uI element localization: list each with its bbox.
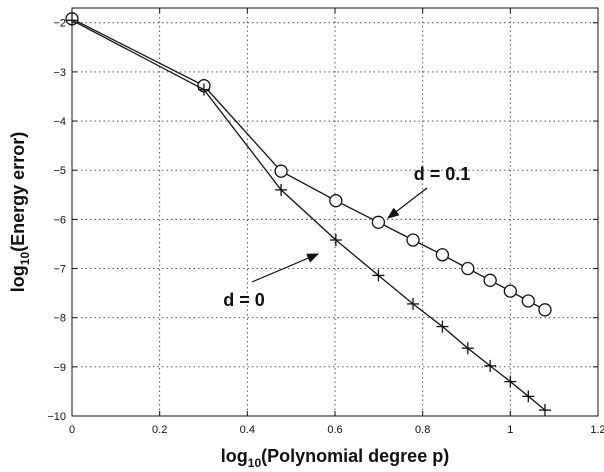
circle-marker — [521, 294, 535, 308]
plus-marker — [329, 234, 342, 247]
circle-marker — [461, 261, 475, 276]
y-tick-label: −5 — [53, 165, 66, 177]
series-line-1 — [71, 18, 546, 311]
circle-marker — [483, 273, 497, 287]
x-tick-label: 0.6 — [327, 424, 342, 436]
series-layer — [65, 12, 552, 417]
annotations: d = 0.1 d = 0 — [223, 164, 470, 310]
circle-marker — [538, 303, 552, 317]
series-line-2 — [71, 19, 546, 411]
x-axis-title-rest: (Polynomial degree p) — [261, 446, 449, 466]
plus-marker — [407, 297, 420, 310]
plus-marker — [522, 390, 535, 403]
circle-marker — [406, 233, 420, 247]
x-tick-label: 1 — [507, 424, 513, 436]
x-axis-title-subscript: 10 — [248, 456, 262, 470]
circle-marker — [503, 284, 517, 298]
axes: 0 0.2 0.4 0.6 0.8 1 1.2 −2 −3 −4 −5 −6 −7 −8 −9 −10 — [47, 7, 604, 436]
plus-marker — [275, 183, 288, 196]
circle-marker — [371, 215, 386, 229]
circle-marker — [435, 248, 450, 262]
x-tick-label: 0.2 — [152, 424, 167, 436]
y-tick-label: −4 — [53, 116, 66, 128]
y-tick-label: −2 — [53, 18, 66, 30]
y-axis-title-rest: (Energy error) — [8, 132, 28, 252]
y-tick-label: −8 — [53, 313, 66, 325]
x-tick-label: 0.8 — [415, 424, 430, 436]
y-tick-label: −9 — [53, 362, 66, 374]
circle-marker — [274, 164, 288, 178]
x-axis-title-log: log — [221, 446, 248, 466]
annotation-label: d = 0.1 — [414, 164, 471, 184]
x-axis-title: log10(Polynomial degree p) — [221, 446, 449, 470]
plus-marker — [197, 83, 210, 96]
y-tick-label: −7 — [53, 264, 66, 276]
y-tick-label: −3 — [53, 67, 66, 79]
y-axis-title-log: log — [8, 265, 28, 292]
grid — [72, 8, 598, 416]
y-tick-label: −6 — [53, 214, 66, 226]
x-tick-label: 0 — [69, 424, 75, 436]
plus-marker — [484, 359, 497, 372]
plus-marker — [538, 404, 551, 417]
y-axis-title: log10(Energy error) — [8, 132, 32, 292]
plus-marker — [372, 269, 385, 282]
y-axis-title-subscript: 10 — [18, 252, 32, 266]
plus-marker — [436, 320, 449, 333]
annotation-label: d = 0 — [223, 290, 265, 310]
x-tick-label: 0.4 — [240, 424, 255, 436]
annotation-arrow — [387, 187, 428, 219]
circle-marker — [329, 194, 343, 208]
x-tick-label: 1.2 — [590, 424, 604, 436]
annotation-arrow — [251, 253, 320, 283]
plus-marker — [461, 342, 474, 355]
y-tick-label: −10 — [47, 411, 66, 423]
plus-marker — [504, 375, 517, 388]
